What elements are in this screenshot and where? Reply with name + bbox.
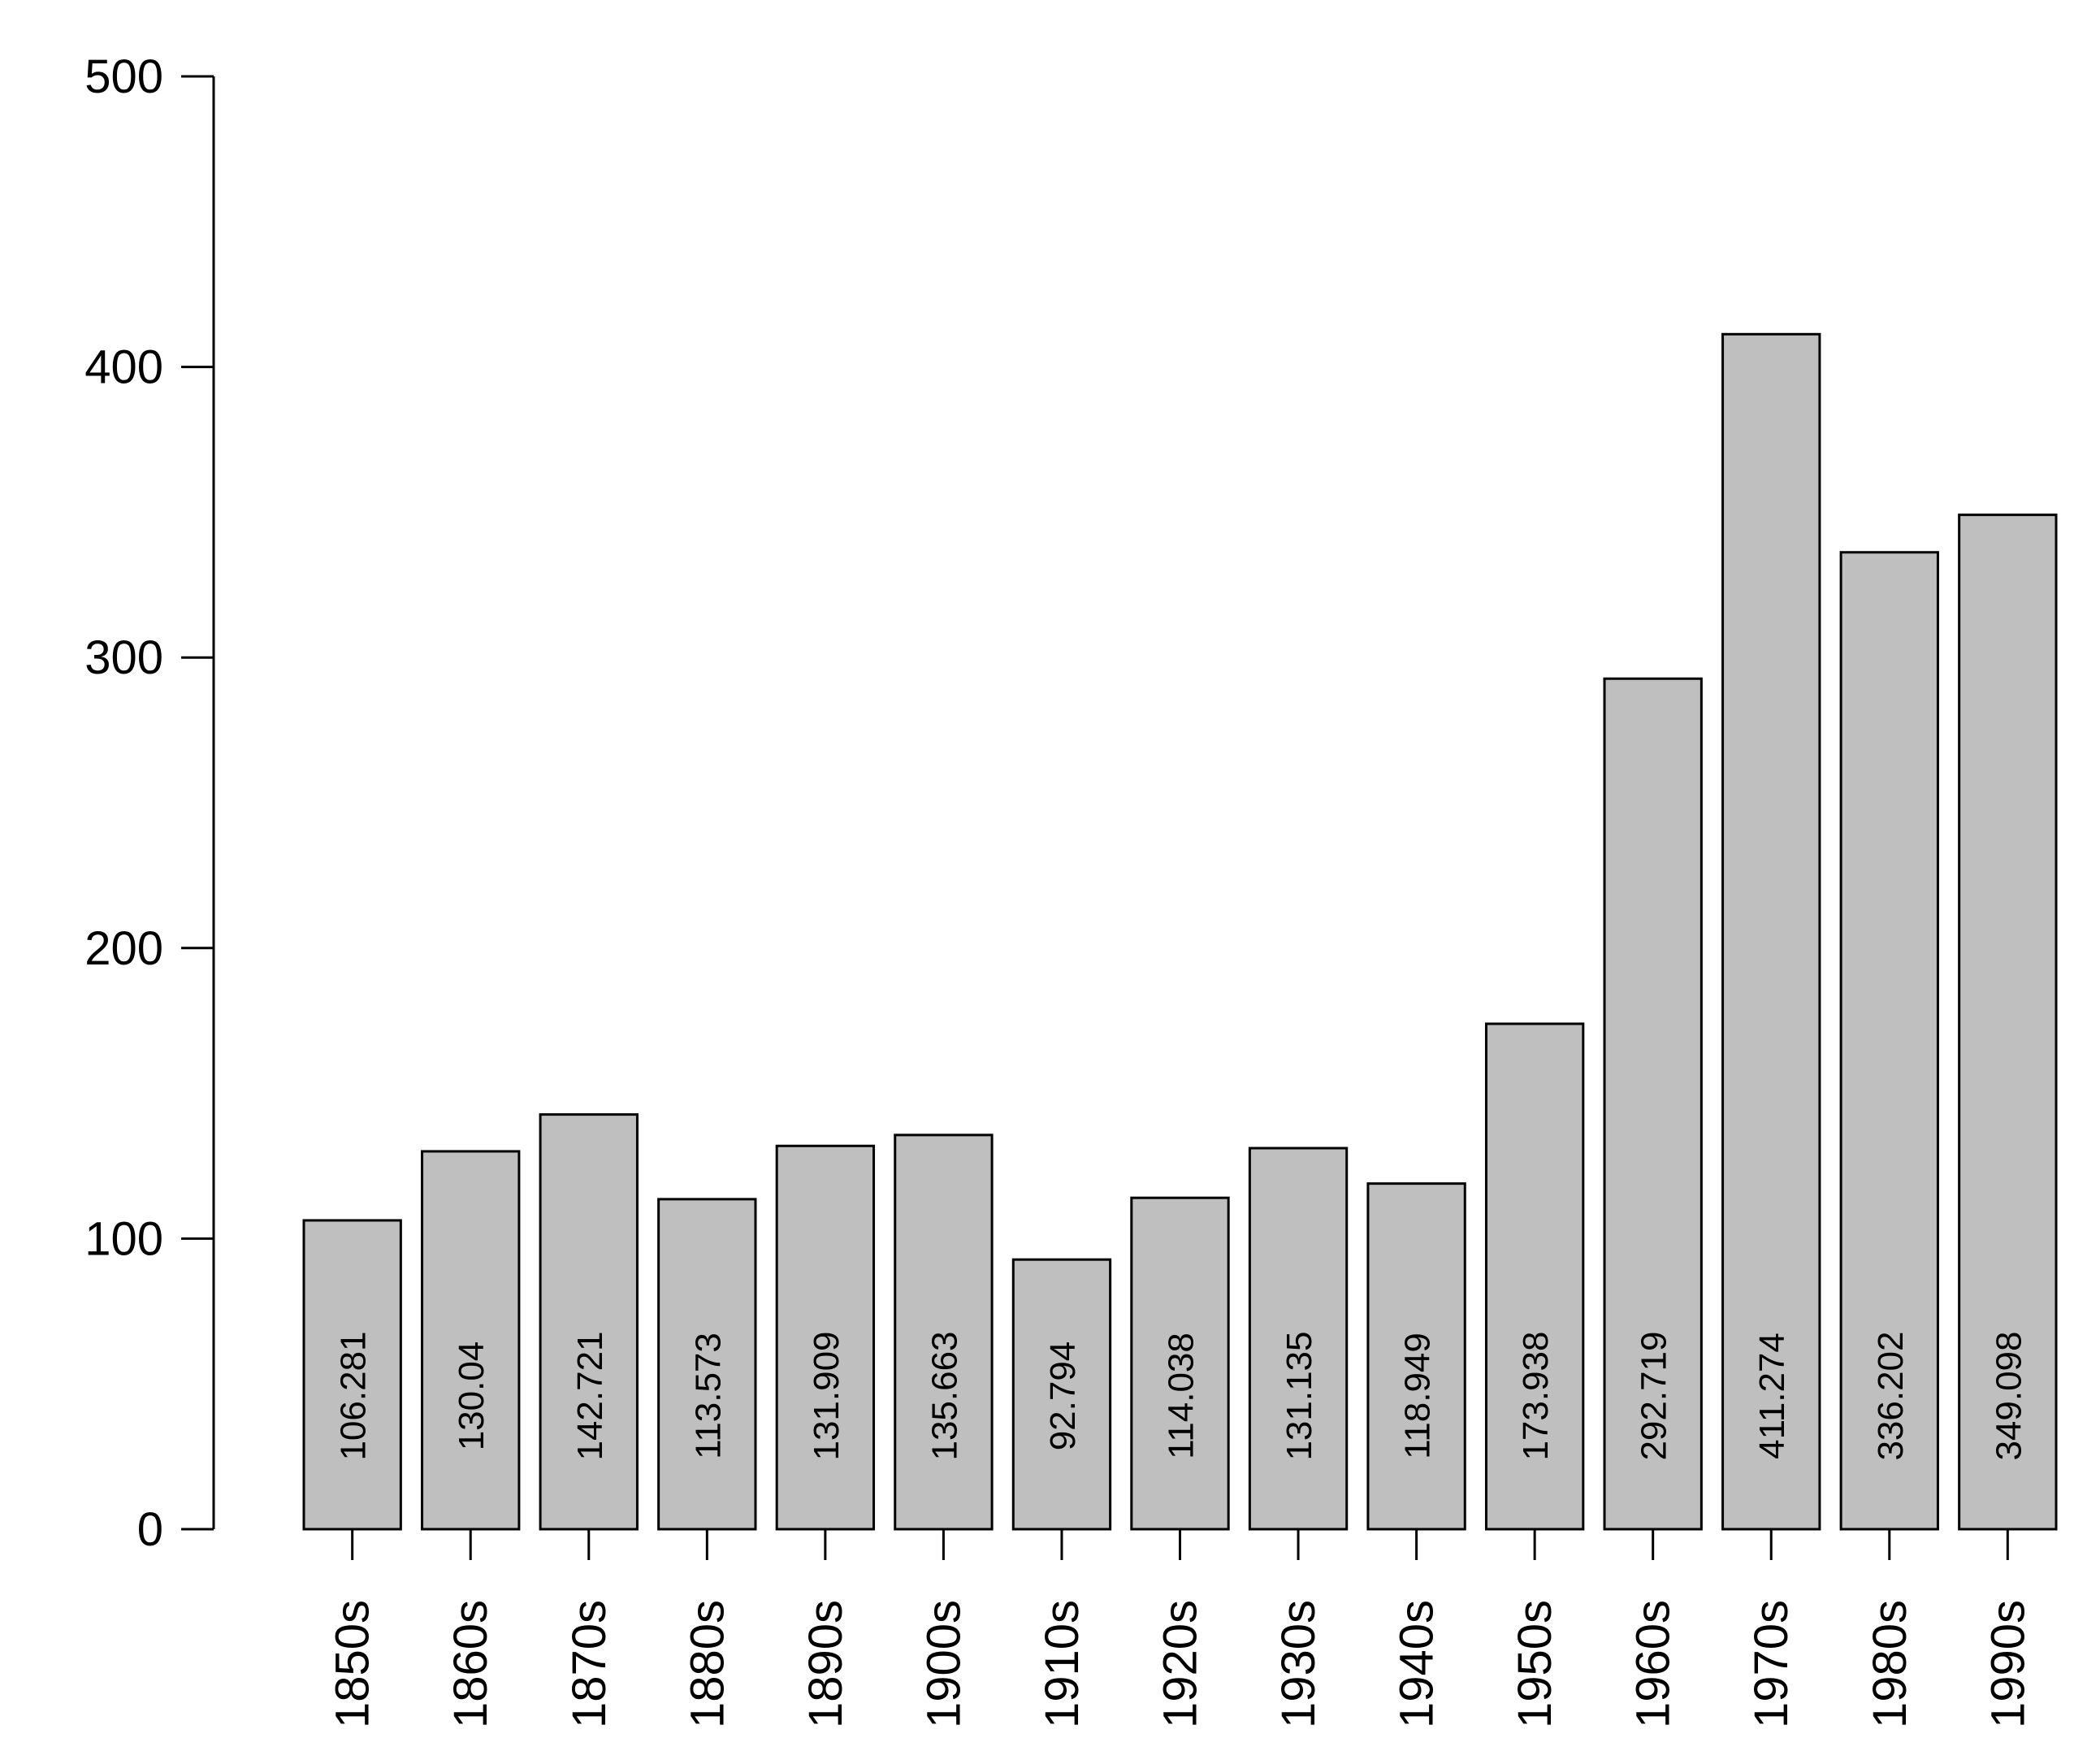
bar-value-label: 131.909 [807,1331,846,1460]
x-tick-label: 1980s [1864,1600,1916,1728]
x-tick-label: 1950s [1509,1600,1561,1728]
bar [1839,551,1939,1531]
bar-value-label: 173.938 [1516,1331,1556,1460]
x-tick-label: 1920s [1154,1600,1207,1728]
x-tick-label: 1900s [917,1600,970,1728]
bar-value-label: 349.098 [1989,1331,2029,1460]
x-tick-label: 1870s [563,1600,616,1728]
x-tick-label: 1850s [327,1600,379,1728]
bar [775,1144,876,1531]
bar-value-label: 118.949 [1398,1333,1438,1459]
bar-value-label: 92.794 [1043,1341,1083,1451]
bar-value-label: 106.281 [334,1331,374,1460]
bar-value-label: 113.573 [688,1333,728,1459]
x-tick-label: 1880s [681,1600,734,1728]
y-tick-label: 100 [84,1212,163,1265]
y-tick-label: 300 [84,631,163,684]
bar [1958,514,2058,1531]
bar [894,1133,994,1531]
x-tick-label: 1970s [1745,1600,1798,1728]
x-tick-label: 1930s [1272,1600,1325,1728]
bar [421,1150,521,1531]
bar-value-label: 336.202 [1871,1331,1911,1460]
bar-value-label: 292.719 [1635,1331,1674,1460]
bars [302,332,2058,1531]
bar [539,1113,639,1531]
x-tick-label: 1940s [1391,1600,1444,1728]
bar-value-label: 130.04 [452,1341,491,1451]
bar [1130,1196,1230,1531]
y-tick-label: 200 [84,922,163,975]
y-tick-label: 400 [84,341,163,394]
bar [657,1198,757,1531]
x-tick-label: 1990s [1981,1600,2034,1728]
x-tick-label: 1960s [1627,1600,1680,1728]
bar [1603,677,1703,1531]
x-tick-label: 1910s [1036,1600,1089,1728]
bar [1366,1182,1466,1531]
bar-value-label: 135.663 [924,1331,964,1460]
y-tick-label: 500 [84,50,163,103]
bar [1484,1022,1585,1531]
x-tick-label: 1860s [444,1600,497,1728]
bar [1721,332,1821,1531]
bar-value-label: 131.135 [1279,1331,1319,1460]
bar-value-label: 114.038 [1162,1333,1202,1459]
bar [1011,1258,1112,1531]
x-axis: 1850s 1860s 1870s 1880s 1890s 1900s 1910s 1920s… [327,1529,2034,1728]
bar-value-label: 411.274 [1752,1333,1792,1459]
x-tick-label: 1890s [799,1600,852,1728]
bar-value-labels: 106.281 130.04 142.721 113.573 131.909 135.66… [334,1331,2029,1460]
y-tick-label: 0 [137,1503,163,1556]
y-axis: 0 100 200 300 400 500 [84,50,215,1556]
bar-value-label: 142.721 [570,1331,610,1460]
